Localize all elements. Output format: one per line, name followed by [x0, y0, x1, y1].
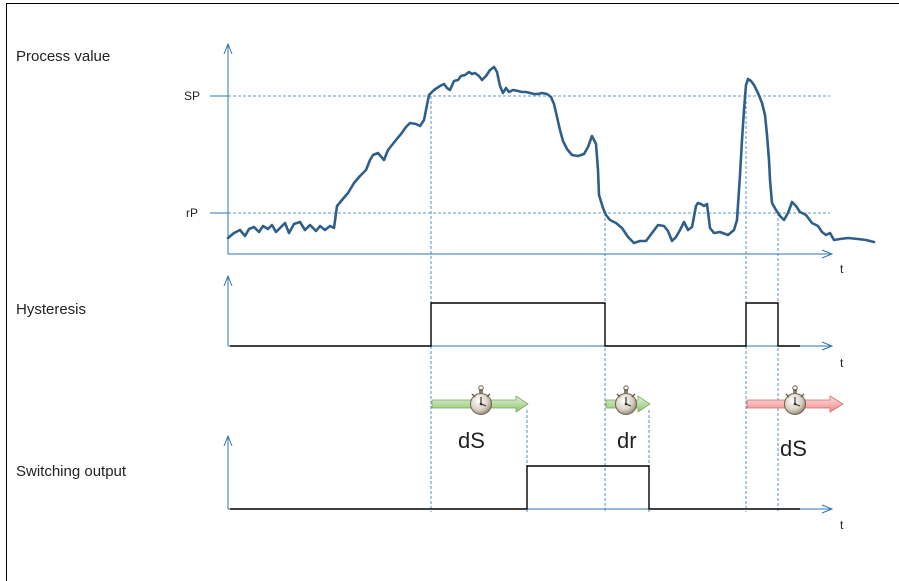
- switching-output-signal: [230, 465, 800, 510]
- hysteresis-time-axis-label: t: [840, 356, 844, 370]
- process-value-curve: [226, 65, 876, 245]
- reset-point-label: rP: [186, 206, 198, 220]
- switch-delay-label-2: dS: [780, 436, 807, 461]
- process-value-label: Process value: [16, 48, 111, 65]
- switch-delay-label-1: dS: [458, 428, 485, 453]
- switching-output-label: Switching output: [16, 463, 127, 480]
- switching-time-axis-label: t: [840, 518, 844, 532]
- stopwatch-icon: [783, 385, 807, 416]
- hysteresis-axes: [228, 276, 832, 346]
- process-time-axis-label: t: [840, 262, 844, 276]
- reset-delay-label: dr: [617, 428, 637, 453]
- level-guidelines: [228, 95, 830, 214]
- stopwatch-icon: [469, 385, 493, 416]
- diagram-frame: [6, 3, 899, 581]
- hysteresis-label: Hysteresis: [16, 301, 87, 318]
- hysteresis-signal: [230, 302, 800, 347]
- setpoint-label: SP: [184, 89, 201, 103]
- process-axes: [228, 44, 832, 254]
- switching-axes: [228, 436, 832, 509]
- stopwatch-icon: [614, 385, 638, 416]
